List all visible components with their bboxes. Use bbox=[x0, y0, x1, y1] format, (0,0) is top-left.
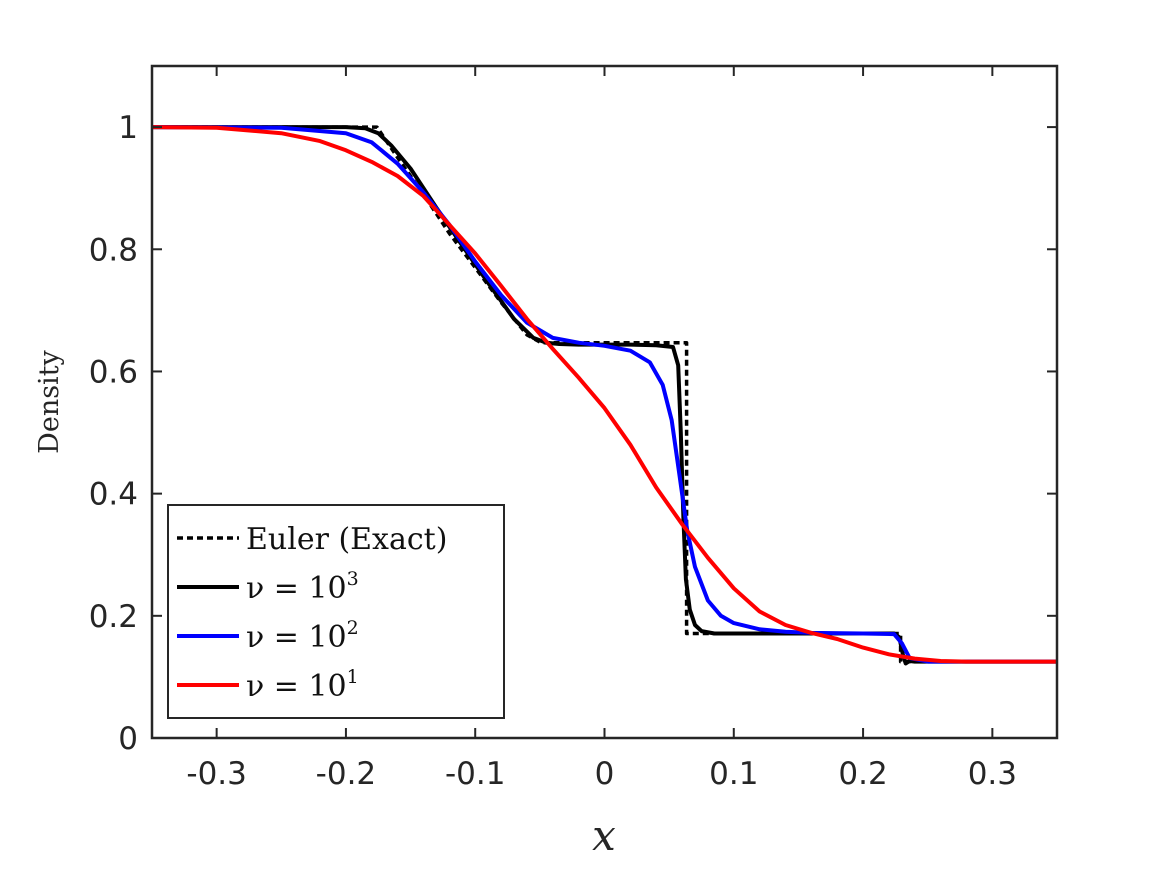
x-tick-label: 0 bbox=[595, 756, 615, 792]
legend-label-1: Euler (Exact) bbox=[246, 522, 447, 557]
legend-box bbox=[167, 504, 505, 719]
series-layer bbox=[151, 125, 1057, 666]
x-tick-label: -0.1 bbox=[445, 756, 506, 792]
y-tick-label: 0.4 bbox=[89, 477, 138, 513]
x-tick-label: 0.2 bbox=[838, 756, 887, 792]
y-tick-label: 0 bbox=[118, 721, 138, 757]
x-tick-label: -0.2 bbox=[316, 756, 377, 792]
legend-label-2: ν = 103 bbox=[246, 568, 359, 606]
y-tick-label: 0.6 bbox=[89, 354, 138, 390]
x-tick-label: 0.1 bbox=[709, 756, 758, 792]
x-tick-label: -0.3 bbox=[186, 756, 247, 792]
legend-label-4: ν = 101 bbox=[246, 666, 359, 704]
y-tick-label: 0.2 bbox=[89, 599, 138, 635]
tick-layer: -0.3 -0.2 -0.1 0 0.1 0.2 0.3 0 0.2 0.4 0.6 0.8 1 bbox=[89, 66, 1057, 792]
legend: Euler (Exact) ν = 103 ν = 102 ν = 101 bbox=[167, 504, 505, 719]
y-tick-label: 0.8 bbox=[89, 232, 138, 268]
series-line-4-10-1 bbox=[151, 125, 1057, 664]
y-axis-label: Density bbox=[34, 349, 65, 453]
y-tick-label: 1 bbox=[118, 110, 138, 146]
legend-label-3: ν = 102 bbox=[246, 617, 359, 655]
x-axis-label: x bbox=[592, 811, 616, 860]
x-tick-label: 0.3 bbox=[968, 756, 1017, 792]
